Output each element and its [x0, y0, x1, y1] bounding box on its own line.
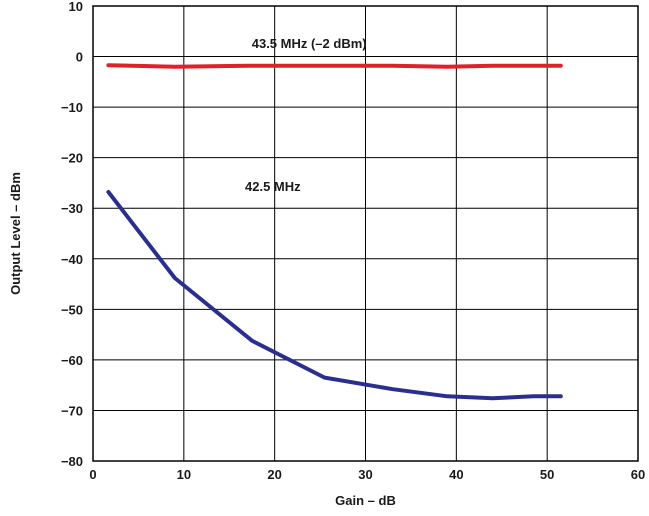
x-tick-label: 50 — [540, 467, 554, 482]
y-tick-label: −10 — [61, 100, 83, 115]
y-tick-label: 0 — [76, 50, 83, 65]
x-tick-label: 10 — [177, 467, 191, 482]
y-tick-label: 10 — [69, 0, 83, 14]
x-tick-label: 0 — [89, 467, 96, 482]
tick-labels: 0 10 20 30 40 50 60 10 0 −10 −20 −30 −40 −50 −60 −70 −80 — [61, 0, 645, 482]
series-line-0 — [106, 63, 563, 69]
series-label-0: 43.5 MHz (–2 dBm) — [252, 36, 367, 51]
series-labels: 43.5 MHz (–2 dBm) 42.5 MHz — [245, 36, 367, 194]
y-axis-label: Output Level – dBm — [8, 172, 23, 295]
x-axis-label: Gain – dB — [335, 493, 396, 508]
grid-lines — [93, 6, 638, 461]
x-tick-label: 30 — [358, 467, 372, 482]
y-tick-label: −20 — [61, 151, 83, 166]
series-label-1: 42.5 MHz — [245, 179, 301, 194]
y-tick-label: −80 — [61, 454, 83, 469]
y-tick-label: −70 — [61, 403, 83, 418]
x-tick-label: 20 — [267, 467, 281, 482]
series-layer — [106, 63, 563, 401]
x-tick-label: 40 — [449, 467, 463, 482]
series-line-1 — [106, 190, 563, 401]
y-tick-label: −60 — [61, 353, 83, 368]
y-tick-label: −40 — [61, 252, 83, 267]
plot-frame — [92, 5, 639, 462]
y-tick-label: −50 — [61, 302, 83, 317]
x-tick-label: 60 — [631, 467, 645, 482]
y-tick-label: −30 — [61, 201, 83, 216]
